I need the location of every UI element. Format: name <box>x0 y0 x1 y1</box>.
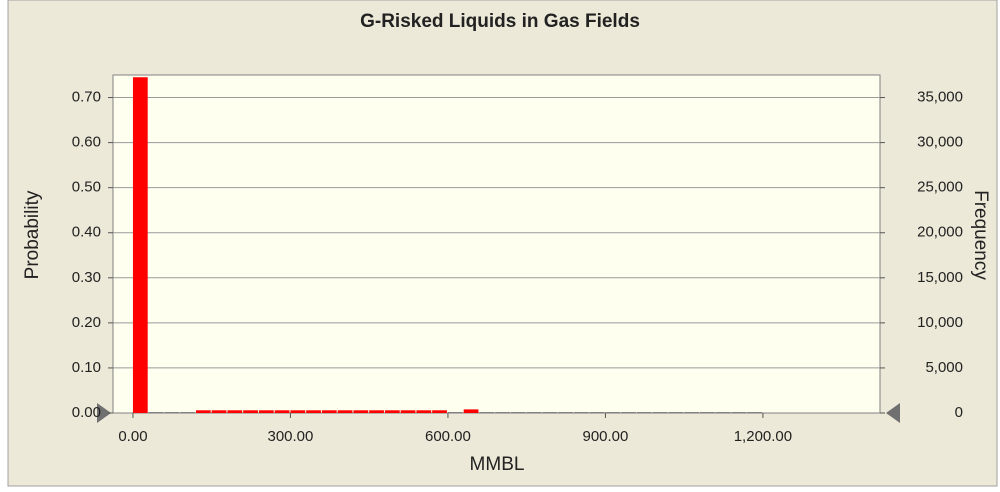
y-axis-label: Probability <box>22 190 43 279</box>
histogram-bar <box>258 410 274 413</box>
y2-axis-label: Frequency <box>970 190 991 280</box>
histogram-bar <box>558 412 573 413</box>
histogram-bar <box>479 412 495 413</box>
y-tick-label: 0.60 <box>72 134 101 151</box>
histogram-bar <box>274 410 290 413</box>
histogram-bar <box>148 412 164 413</box>
histogram-bar <box>321 410 337 413</box>
histogram-bar <box>290 410 306 413</box>
y2-tick-label: 25,000 <box>917 179 963 196</box>
x-tick-label: 0.00 <box>118 428 147 445</box>
histogram-bar <box>227 410 243 413</box>
y-tick-label: 0.10 <box>72 359 101 376</box>
y2-tick-label: 10,000 <box>917 314 963 331</box>
histogram-bar <box>337 410 353 413</box>
histogram-bar <box>605 412 621 413</box>
histogram-bar <box>636 412 652 413</box>
histogram-bar <box>573 412 589 413</box>
histogram-bar <box>416 410 432 413</box>
histogram-bar <box>747 412 762 413</box>
x-tick-label: 1,200.00 <box>734 428 792 445</box>
histogram-bar <box>211 410 227 413</box>
y2-tick-label: 30,000 <box>917 134 963 151</box>
y-tick-label: 0.30 <box>72 269 101 286</box>
histogram-bar <box>164 412 180 413</box>
y2-tick-label: 15,000 <box>917 269 963 286</box>
histogram-bar <box>180 412 195 413</box>
y2-tick-label: 35,000 <box>917 89 963 106</box>
histogram-bar <box>353 410 369 413</box>
histogram-bar <box>684 412 699 413</box>
histogram-bar <box>731 412 747 413</box>
histogram-bar <box>447 412 463 413</box>
histogram-bar <box>715 412 731 413</box>
histogram-bar <box>526 412 542 413</box>
histogram-bar <box>542 412 558 413</box>
histogram-bar <box>195 410 211 413</box>
histogram-bar <box>384 410 400 413</box>
y-tick-label: 0.70 <box>72 89 101 106</box>
x-tick-label: 300.00 <box>267 428 313 445</box>
x-axis-label: MMBL <box>470 454 525 475</box>
histogram-bar <box>132 77 148 414</box>
histogram-bar <box>652 412 668 413</box>
histogram-bar <box>432 410 447 413</box>
x-tick-label: 600.00 <box>425 428 471 445</box>
y2-tick-label: 0 <box>955 404 963 421</box>
histogram-bar <box>668 412 684 413</box>
plot-area <box>112 74 881 414</box>
histogram-bar <box>369 410 384 413</box>
histogram-bar <box>699 412 715 413</box>
right-slider[interactable] <box>886 403 900 423</box>
x-tick-label: 900.00 <box>582 428 628 445</box>
left-slider[interactable] <box>97 403 111 423</box>
y2-tick-label: 20,000 <box>917 224 963 241</box>
y-tick-label: 0.20 <box>72 314 101 331</box>
y-tick-label: 0.00 <box>72 404 101 421</box>
y2-tick-label: 5,000 <box>925 359 963 376</box>
histogram-bar <box>243 410 258 413</box>
histogram-bar <box>621 412 636 413</box>
histogram-bar <box>589 412 605 413</box>
y-tick-label: 0.40 <box>72 224 101 241</box>
histogram-bar <box>463 409 479 413</box>
chart-title: G-Risked Liquids in Gas Fields <box>360 11 640 32</box>
y-tick-label: 0.50 <box>72 179 101 196</box>
histogram-bar <box>510 412 526 413</box>
histogram-bar <box>495 412 510 413</box>
histogram-bar <box>306 410 321 413</box>
histogram-bar <box>400 410 416 413</box>
